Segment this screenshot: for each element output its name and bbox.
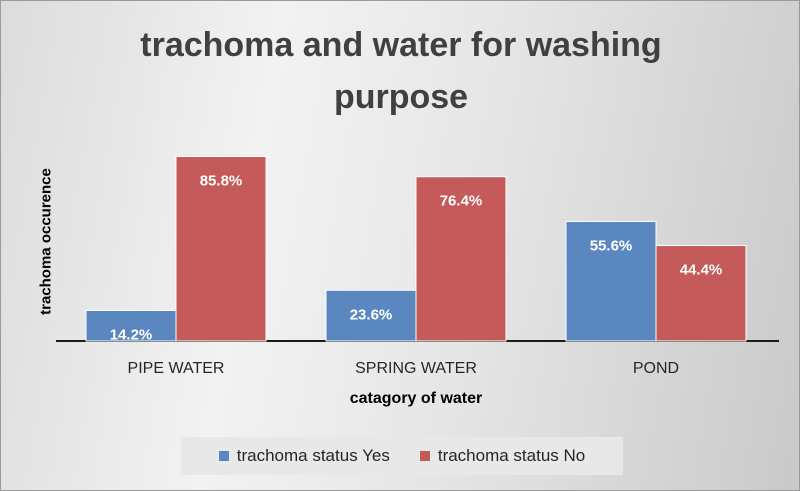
bar-yes-0 (85, 309, 177, 342)
data-label-no-0: 85.8% (200, 173, 243, 190)
data-label-yes-0: 14.2% (110, 326, 153, 343)
bar-no-0 (175, 156, 267, 342)
legend-label-yes: trachoma status Yes (236, 446, 390, 465)
legend: trachoma status Yes trachoma status No (181, 437, 623, 475)
bar-no-2 (655, 245, 747, 342)
legend-swatch-yes (218, 451, 229, 461)
x-tick-label-1: SPRING WATER (355, 360, 477, 377)
chart-title: trachoma and water for washing purpose (140, 26, 662, 116)
data-label-yes-2: 55.6% (590, 237, 633, 254)
bar-yes-2 (565, 220, 657, 342)
data-label-no-1: 76.4% (440, 193, 483, 210)
bar-yes-1 (325, 289, 417, 342)
data-label-no-2: 44.4% (680, 262, 723, 279)
x-axis-label: catagory of water (349, 390, 483, 407)
x-tick-label-0: PIPE WATER (128, 360, 225, 377)
bar-no-1 (415, 176, 507, 342)
legend-item-no: trachoma status No (419, 446, 586, 466)
data-label-yes-1: 23.6% (350, 306, 393, 323)
legend-swatch-no (419, 451, 430, 461)
legend-label-no: trachoma status No (437, 446, 586, 465)
legend-item-yes: trachoma status Yes (218, 446, 390, 466)
x-tick-label-2: POND (633, 360, 679, 377)
